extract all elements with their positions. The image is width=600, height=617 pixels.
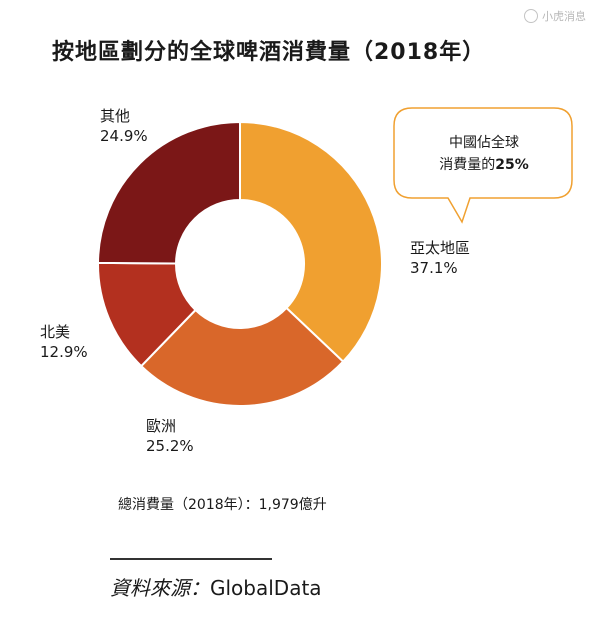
slice-name-3: 其他 [100,107,131,125]
watermark: 小虎消息 [524,8,586,24]
source-label: 資料來源： [110,576,210,600]
slice-1 [139,306,345,407]
slice-label-1: 歐洲 25.2% [146,416,194,456]
slice-value-1: 25.2% [146,437,194,455]
source-value: GlobalData [210,576,322,600]
source-line: 資料來源：GlobalData [110,572,322,601]
chart-title: 按地區劃分的全球啤酒消費量（2018年） [52,40,486,65]
slice-label-2: 北美 12.9% [40,322,88,362]
callout-line2: 消費量的25% [396,154,572,176]
china-share-callout: 中國佔全球 消費量的25% [396,108,572,198]
callout-line1: 中國佔全球 [449,135,519,151]
slice-value-0: 37.1% [410,259,458,277]
callout-line2-prefix: 消費量的 [439,157,496,173]
callout-bubble [393,107,573,224]
slice-value-2: 12.9% [40,343,88,361]
slice-label-0: 亞太地區 37.1% [410,238,470,278]
watermark-logo-icon [524,9,538,23]
total-consumption-note: 總消費量（2018年）：1,979億升 [118,497,327,513]
slice-3 [96,120,241,265]
slice-label-3: 其他 24.9% [100,106,148,146]
slice-0 [239,120,383,364]
donut-slices [96,120,383,407]
slice-name-0: 亞太地區 [410,239,471,257]
slice-name-1: 歐洲 [146,417,177,435]
callout-line2-value: 25% [495,157,529,173]
slice-name-2: 北美 [40,323,71,341]
source-divider [110,558,272,560]
watermark-text: 小虎消息 [542,10,586,23]
slice-value-3: 24.9% [100,127,148,145]
